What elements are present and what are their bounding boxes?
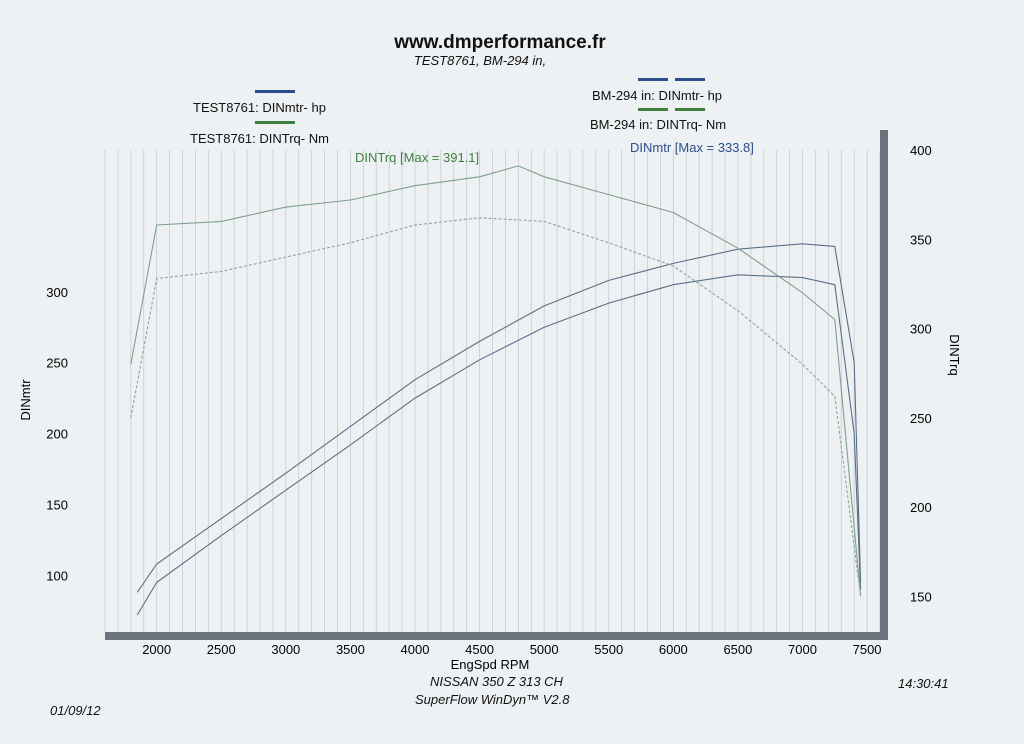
x-tick-label: 7500 <box>853 642 882 657</box>
legend-swatch-torque-bm <box>638 108 668 111</box>
y-right-tick-label: 300 <box>910 322 932 337</box>
torque-max-annotation: DINTrq [Max = 391.1] <box>355 150 480 165</box>
series-line-0 <box>136 243 862 593</box>
car-name: NISSAN 350 Z 313 CH <box>430 674 563 689</box>
x-tick-label: 2000 <box>142 642 171 657</box>
x-axis-bar <box>105 632 888 640</box>
y-right-tick-label: 150 <box>910 589 932 604</box>
right-axis-bar <box>880 130 888 640</box>
legend-swatch-power-bm-2 <box>675 78 705 81</box>
y-left-tick-label: 100 <box>46 568 68 583</box>
software-name: SuperFlow WinDyn™ V2.8 <box>415 692 570 707</box>
y-right-tick-label: 400 <box>910 143 932 158</box>
legend-left-torque: TEST8761: DINTrq- Nm <box>190 131 329 146</box>
y-left-axis-label: DINmtr <box>18 379 33 421</box>
y-right-tick-label: 250 <box>910 411 932 426</box>
x-tick-label: 4000 <box>401 642 430 657</box>
y-left-tick-label: 300 <box>46 285 68 300</box>
legend-right-power: BM-294 in: DINmtr- hp <box>592 88 723 103</box>
series-line-3 <box>130 217 862 597</box>
legend-swatch-power-test <box>255 90 295 93</box>
x-tick-label: 3000 <box>271 642 300 657</box>
legend-swatch-torque-test <box>255 121 295 124</box>
x-tick-label: 5000 <box>530 642 559 657</box>
x-tick-label: 6500 <box>723 642 752 657</box>
y-left-tick-label: 250 <box>46 356 68 371</box>
x-tick-label: 6000 <box>659 642 688 657</box>
x-tick-label: 3500 <box>336 642 365 657</box>
x-tick-label: 5500 <box>594 642 623 657</box>
legend-right-torque: BM-294 in: DINTrq- Nm <box>590 117 727 132</box>
x-tick-label: 4500 <box>465 642 494 657</box>
x-tick-label: 2500 <box>207 642 236 657</box>
legend-swatch-torque-bm-2 <box>675 108 705 111</box>
site-title: www.dmperformance.fr <box>394 32 606 53</box>
series-line-2 <box>130 165 862 597</box>
x-tick-label: 7000 <box>788 642 817 657</box>
legend-left-power: TEST8761: DINmtr- hp <box>193 100 326 115</box>
y-right-tick-label: 200 <box>910 500 932 515</box>
series-line-1 <box>136 274 862 616</box>
power-max-annotation: DINmtr [Max = 333.8] <box>630 140 754 155</box>
y-left-tick-label: 200 <box>46 427 68 442</box>
x-axis-label: EngSpd RPM <box>451 657 530 672</box>
y-left-tick-label: 150 <box>46 497 68 512</box>
date-stamp: 01/09/12 <box>50 703 101 718</box>
y-right-axis-label: DINTrq <box>947 334 962 375</box>
legend-swatch-power-bm <box>638 78 668 81</box>
time-stamp: 14:30:41 <box>898 676 949 691</box>
subtitle: TEST8761, BM-294 in, <box>413 53 547 68</box>
y-right-tick-label: 350 <box>910 232 932 247</box>
